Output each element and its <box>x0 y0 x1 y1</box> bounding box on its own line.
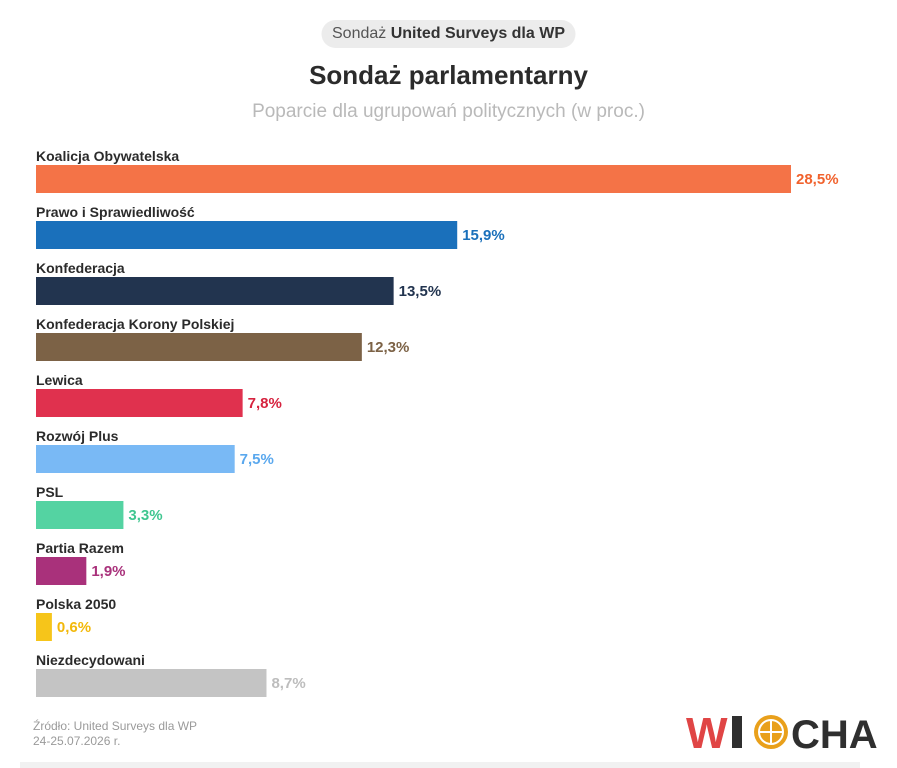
pill-bold: United Surveys dla WP <box>390 25 565 42</box>
bar-rozwoj-plus <box>36 445 235 473</box>
value-label-niezdecydowani: 8,7% <box>271 675 305 692</box>
category-label-polska-2050: Polska 2050 <box>36 596 116 612</box>
value-label-rozwoj-plus: 7,5% <box>240 451 274 468</box>
category-label-partia-razem: Partia Razem <box>36 540 124 556</box>
value-label-partia-razem: 1,9% <box>91 563 125 580</box>
value-label-koalicja-obywatelska: 28,5% <box>796 171 839 188</box>
category-label-konfederacja-korony-polskiej: Konfederacja Korony Polskiej <box>36 316 234 332</box>
category-label-lewica: Lewica <box>36 372 83 388</box>
bar-lewica <box>36 389 243 417</box>
bar-konfederacja-korony-polskiej <box>36 333 362 361</box>
bar-koalicja-obywatelska <box>36 165 791 193</box>
source-pill: Sondaż United Surveys dla WP <box>321 20 576 48</box>
bar-niezdecydowani <box>36 669 267 697</box>
bar-prawo-i-sprawiedliwosc <box>36 221 458 249</box>
source-note: Źródło: United Surveys dla WP 24-25.07.2… <box>33 719 197 749</box>
bar-partia-razem <box>36 557 87 585</box>
bottom-strip <box>20 762 860 768</box>
bar-psl <box>36 501 124 529</box>
value-label-konfederacja-korony-polskiej: 12,3% <box>367 339 410 356</box>
category-label-koalicja-obywatelska: Koalicja Obywatelska <box>36 148 179 164</box>
svg-text:CHA: CHA <box>791 713 878 756</box>
category-label-prawo-i-sprawiedliwosc: Prawo i Sprawiedliwość <box>36 204 195 220</box>
category-label-psl: PSL <box>36 484 64 500</box>
bar-chart: Koalicja Obywatelska 28,5% Prawo i Sprawie… <box>36 148 839 697</box>
wiocha-logo: W CHA <box>686 709 878 756</box>
bar-polska-2050 <box>36 613 52 641</box>
chart-subtitle: Poparcie dla ugrupowań politycznych (w p… <box>252 101 645 122</box>
source-line-1: Źródło: United Surveys dla WP <box>33 719 198 733</box>
category-label-rozwoj-plus: Rozwój Plus <box>36 428 119 444</box>
category-label-niezdecydowani: Niezdecydowani <box>36 652 145 668</box>
value-label-konfederacja: 13,5% <box>399 283 442 300</box>
value-label-polska-2050: 0,6% <box>57 619 91 636</box>
source-line-2: 24-25.07.2026 r. <box>33 734 121 748</box>
value-label-psl: 3,3% <box>128 507 162 524</box>
svg-text:W: W <box>686 709 728 756</box>
value-label-lewica: 7,8% <box>248 395 282 412</box>
pill-prefix: Sondaż <box>332 25 387 42</box>
chart-title: Sondaż parlamentarny <box>309 60 588 90</box>
category-label-konfederacja: Konfederacja <box>36 260 125 276</box>
bar-konfederacja <box>36 277 394 305</box>
value-label-prawo-i-sprawiedliwosc: 15,9% <box>462 227 505 244</box>
